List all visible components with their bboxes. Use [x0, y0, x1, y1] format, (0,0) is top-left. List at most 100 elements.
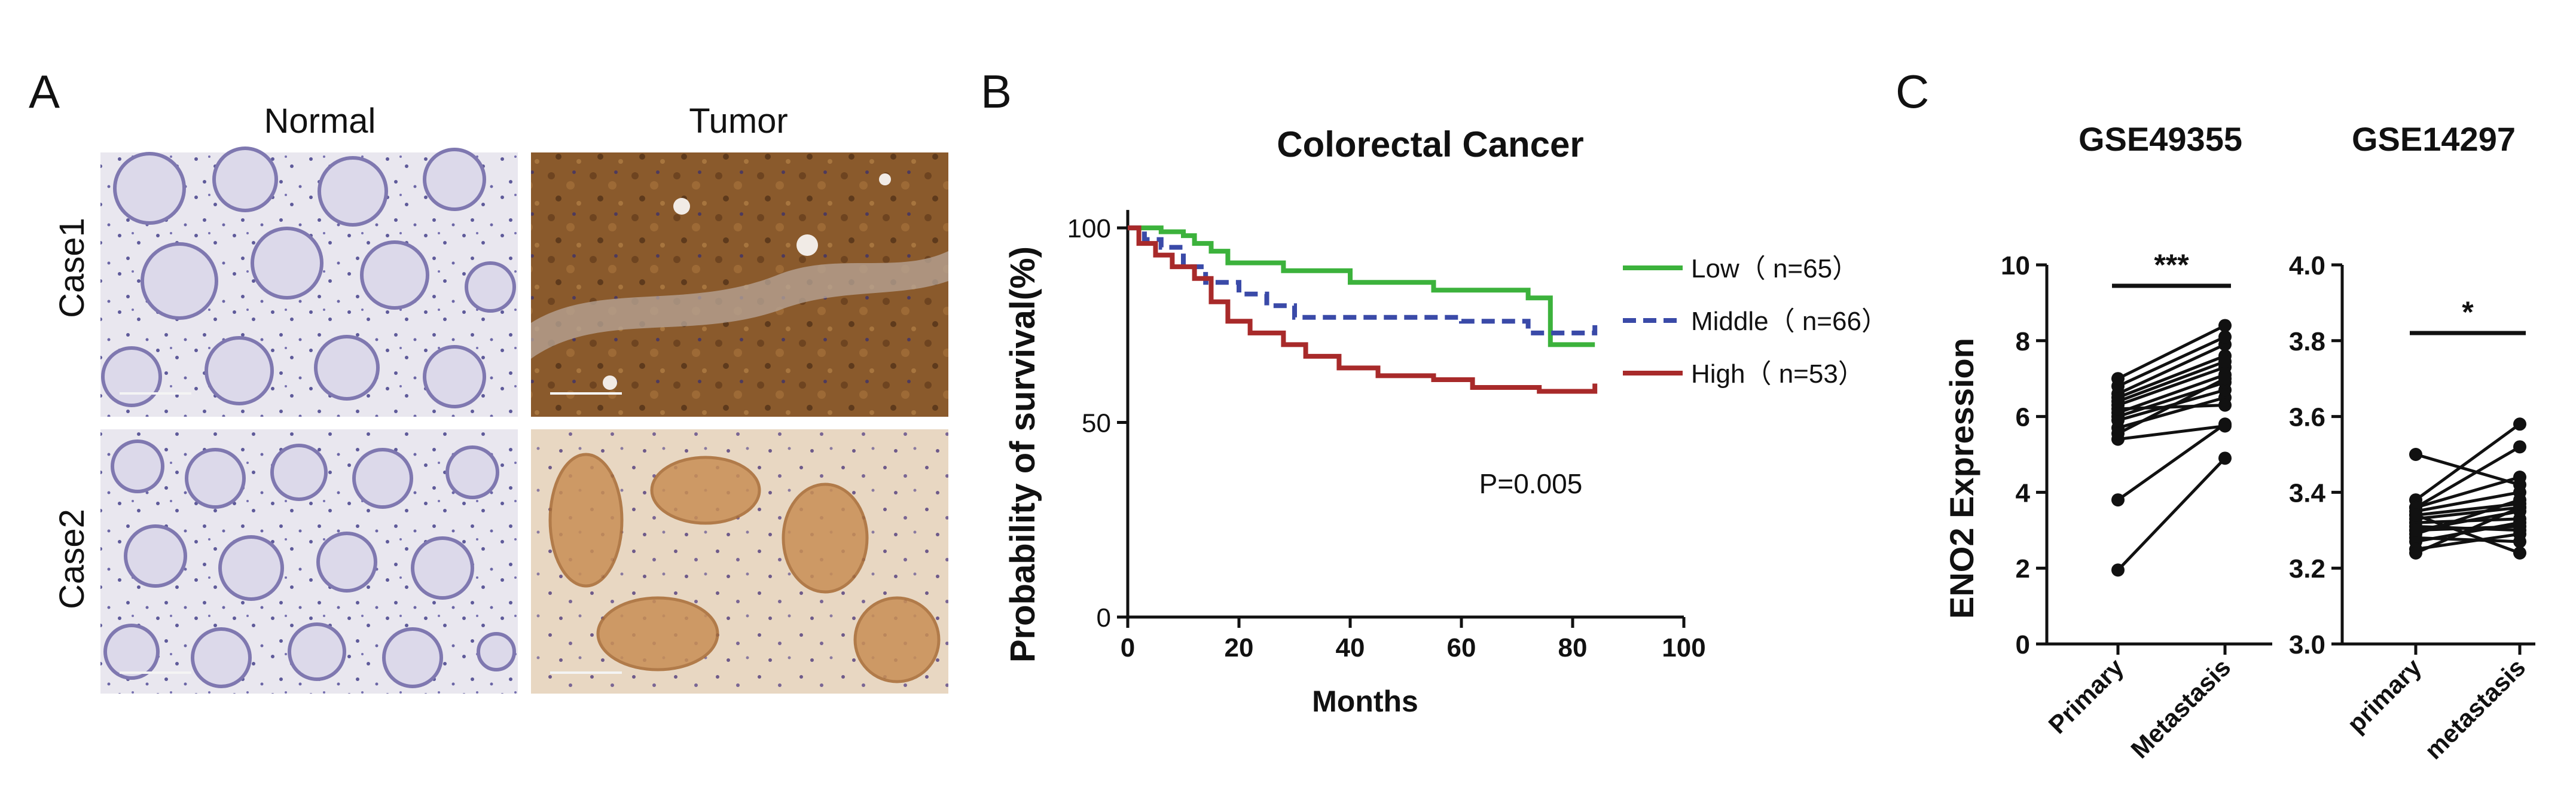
- gse49355-point-metastasis: [2218, 372, 2232, 386]
- gse49355-point-metastasis: [2218, 398, 2232, 412]
- gse14297-pair-line: [2415, 423, 2521, 502]
- gse49355-y-tick-label: 2: [2016, 554, 2030, 584]
- gse49355-point-metastasis: [2218, 355, 2232, 368]
- gse14297-y-tick-label: 3.6: [2289, 403, 2325, 432]
- column-label-tumor: Tumor: [689, 102, 788, 141]
- survival-curve-middle: [1128, 225, 1598, 335]
- gse49355-point-metastasis: [2218, 319, 2232, 332]
- gse14297-title: GSE14297: [2352, 120, 2516, 158]
- gse14297-pair-line: [2415, 475, 2520, 509]
- survival-x-tick-label: 80: [1558, 633, 1588, 662]
- gse14297-y-tick-label: 3.4: [2289, 478, 2326, 508]
- survival-y-tick-label: 50: [1082, 409, 1111, 438]
- gse14297-point-primary: [2409, 523, 2422, 537]
- panel-a-letter: A: [29, 65, 60, 118]
- gse14297-point-primary: [2409, 508, 2422, 522]
- survival-x-tick-label: 100: [1662, 633, 1705, 662]
- gse49355-pair-line: [2117, 373, 2226, 414]
- gse49355-point-metastasis: [2218, 451, 2232, 465]
- row-label-case1: Case1: [53, 218, 91, 318]
- ihc-image-normal-case2: [100, 429, 518, 694]
- panel-b-letter: B: [981, 65, 1012, 118]
- legend-label-middle: Middle（ n=66）: [1691, 307, 1888, 336]
- gse49355-point-metastasis: [2218, 419, 2232, 433]
- gse49355-point-primary: [2111, 563, 2125, 577]
- survival-x-axis-label: Months: [1312, 685, 1418, 718]
- gse14297-pair-line: [2415, 506, 2520, 521]
- gse49355-point-primary: [2111, 493, 2125, 507]
- survival-y-tick-label: 100: [1067, 214, 1111, 243]
- gse14297-point-metastasis: [2513, 440, 2526, 454]
- gse14297-y-tick-label: 3.2: [2289, 554, 2325, 584]
- survival-x-tick-label: 40: [1336, 633, 1365, 662]
- gse14297-x-tick-label: primary: [2342, 653, 2427, 738]
- gse14297-significance-label: *: [2462, 295, 2474, 329]
- gse14297-y-tick-label: 3.0: [2289, 630, 2325, 660]
- gse49355-pair-line: [2117, 365, 2226, 407]
- gse49355-pair-line: [2117, 404, 2226, 411]
- gse49355-point-primary: [2111, 372, 2125, 386]
- gse49355-point-metastasis: [2218, 330, 2232, 344]
- survival-curve-high: [1128, 225, 1598, 394]
- gse49355-title: GSE49355: [2078, 120, 2242, 158]
- gse14297-pair-line: [2415, 502, 2520, 517]
- gse49355-y-tick-label: 8: [2016, 327, 2030, 356]
- legend-label-low: Low（ n=65）: [1691, 254, 1858, 283]
- gse49355-pair-line: [2117, 324, 2226, 380]
- survival-plot-area: 0 50 100 0 20 40 60 80 100: [1067, 210, 1706, 662]
- gse14297-pair-line: [2415, 445, 2521, 509]
- gse49355-x-tick-label: Metastasis: [2125, 653, 2236, 764]
- gse14297-x-tick-label: metastasis: [2419, 653, 2531, 765]
- gse49355-pair-line: [2117, 343, 2226, 395]
- gse14297-pair-line: [2415, 506, 2521, 555]
- gse49355-y-tick-label: 0: [2016, 630, 2030, 660]
- gse49355-y-tick-label: 10: [2001, 251, 2030, 280]
- gse14297-point-metastasis: [2513, 520, 2526, 533]
- survival-y-tick-label: 0: [1097, 603, 1111, 633]
- survival-legend: Low（ n=65） Middle（ n=66） High（ n=53）: [1623, 254, 1888, 389]
- gse49355-significance-label: ***: [2154, 248, 2189, 282]
- gse49355-pair-line: [2117, 424, 2226, 441]
- gse49355-pair-line: [2117, 457, 2226, 572]
- panel-a: A Normal Tumor Case1 Case2: [29, 65, 948, 694]
- survival-x-tick-label: 60: [1447, 633, 1476, 662]
- gse14297-point-metastasis: [2513, 497, 2526, 511]
- gse49355-pair-line: [2117, 354, 2226, 399]
- gse14297-point-primary: [2409, 448, 2422, 461]
- survival-y-axis-label: Probability of survival(%): [1003, 246, 1042, 662]
- survival-x-tick-label: 20: [1225, 633, 1254, 662]
- gse14297-point-metastasis: [2513, 417, 2526, 431]
- ihc-image-normal-case1: [100, 146, 518, 417]
- survival-curve-low: [1128, 225, 1595, 347]
- gland-group: [101, 146, 516, 408]
- gse49355-pair-line: [2117, 335, 2226, 388]
- gland-group: [103, 439, 516, 688]
- survival-x-tick-label: 0: [1121, 633, 1135, 662]
- gse14297-y-tick-label: 4.0: [2289, 251, 2325, 280]
- panel-b: B Colorectal Cancer Probability of survi…: [981, 65, 1888, 718]
- panel-c-letter: C: [1896, 65, 1929, 118]
- eno2-y-axis-label: ENO2 Expression: [1943, 338, 1980, 619]
- gse14297-point-metastasis: [2513, 471, 2526, 484]
- gse49355-point-primary: [2111, 427, 2125, 441]
- ihc-image-tumor-case1: [531, 152, 948, 417]
- gse49355-pair-line: [2117, 423, 2226, 502]
- panel-c: C ENO2 Expression GSE49355 GSE14297 0 2 4 6…: [1896, 65, 2535, 765]
- gse49355-point-primary: [2111, 395, 2125, 408]
- gse14297-point-primary: [2409, 546, 2422, 560]
- gse14297-pair-line: [2415, 490, 2520, 513]
- gse14297-pair-line: [2415, 453, 2520, 487]
- gse14297-pair-line: [2415, 524, 2520, 532]
- gse14297-y-tick-label: 3.8: [2289, 327, 2325, 356]
- row-label-case2: Case2: [53, 509, 91, 609]
- gse49355-pair-line: [2117, 360, 2226, 403]
- gse49355-x-tick-label: Primary: [2043, 653, 2129, 739]
- gse14297-point-metastasis: [2513, 546, 2526, 560]
- ihc-image-tumor-case2: [531, 429, 948, 694]
- p-value-annotation: P=0.005: [1479, 468, 1583, 499]
- survival-chart-title: Colorectal Cancer: [1277, 124, 1584, 164]
- gse49355-y-tick-label: 6: [2016, 403, 2030, 432]
- legend-label-high: High（ n=53）: [1691, 359, 1864, 389]
